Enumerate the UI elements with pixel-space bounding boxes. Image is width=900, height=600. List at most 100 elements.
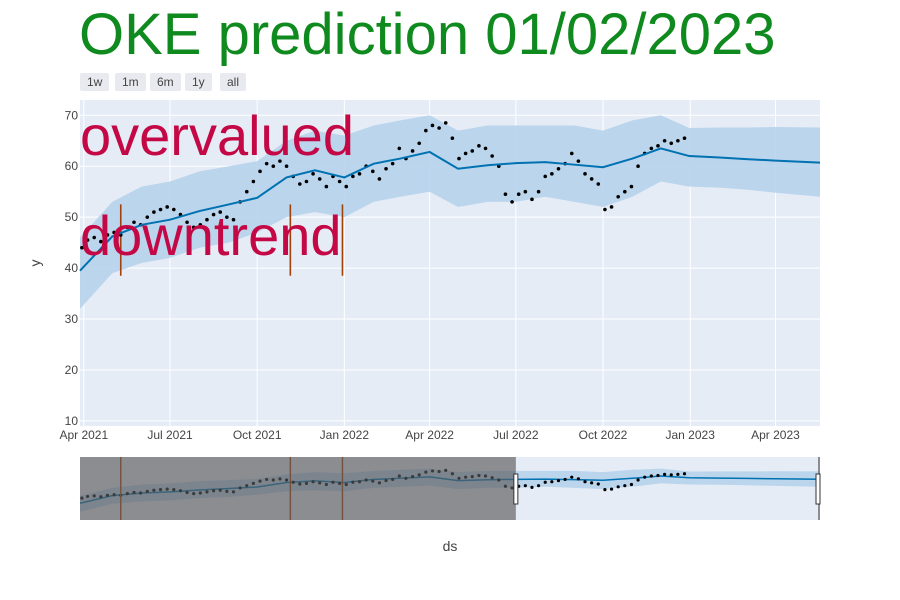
actual-point	[92, 235, 97, 240]
actual-point	[596, 182, 601, 186]
actual-point	[649, 146, 654, 151]
actual-point	[669, 141, 674, 146]
annotation-downtrend: downtrend	[80, 204, 342, 267]
range-slider-point	[616, 485, 620, 489]
actual-point	[298, 182, 302, 186]
actual-point	[80, 245, 84, 250]
range-button-all[interactable]: all	[220, 73, 247, 91]
actual-point	[662, 138, 667, 143]
range-button-1y[interactable]: 1y	[185, 73, 212, 91]
range-button-6m[interactable]: 6m	[150, 73, 181, 91]
actual-point	[99, 239, 103, 244]
range-slider-point	[583, 480, 587, 484]
x-axis-title: ds	[443, 538, 458, 554]
actual-point	[198, 222, 203, 227]
actual-point	[390, 161, 395, 166]
actual-point	[125, 225, 130, 230]
actual-point	[191, 225, 196, 230]
x-tick-label: Jul 2022	[493, 428, 539, 442]
actual-point	[556, 166, 561, 171]
range-slider-point	[530, 485, 534, 489]
actual-point	[278, 159, 282, 163]
range-slider-point	[643, 475, 647, 479]
actual-point	[583, 172, 587, 176]
range-slider-handle-left[interactable]	[513, 473, 519, 505]
x-tick-label: Apr 2021	[59, 428, 108, 442]
actual-point	[105, 233, 110, 237]
range-slider-point	[570, 475, 574, 479]
actual-point	[165, 205, 169, 209]
actual-point	[569, 151, 574, 156]
forecast-polyline	[79, 147, 821, 272]
x-tick-label: Jan 2023	[665, 428, 715, 442]
y-tick-label: 30	[65, 312, 79, 326]
range-button-1m[interactable]: 1m	[115, 73, 146, 91]
range-slider-point	[556, 478, 561, 483]
actual-point	[629, 184, 634, 189]
actual-point	[483, 146, 488, 151]
range-slider-point	[656, 473, 660, 478]
actual-point	[317, 177, 322, 181]
actual-point	[211, 212, 216, 217]
actual-point	[516, 192, 521, 197]
range-slider-point	[596, 482, 600, 486]
actual-point	[589, 177, 594, 181]
x-tick-label: Apr 2023	[751, 428, 800, 442]
actual-point	[530, 197, 534, 202]
y-tick-label: 40	[65, 261, 79, 275]
range-slider-handle-right[interactable]	[815, 473, 821, 505]
actual-point	[205, 217, 209, 222]
range-slider-point	[609, 487, 614, 491]
range-slider[interactable]	[79, 457, 821, 520]
actual-point	[636, 164, 640, 169]
range-slider-point	[590, 481, 594, 485]
actual-point	[424, 128, 428, 133]
actual-point	[503, 192, 508, 197]
actual-point	[443, 121, 448, 125]
range-slider-point	[550, 480, 554, 484]
range-slider-point	[669, 473, 673, 477]
actual-point	[576, 159, 581, 163]
y-tick-labels: 10 20 30 40 50 60 70	[65, 108, 79, 428]
y-tick-label: 20	[65, 363, 79, 377]
actual-point	[284, 164, 289, 169]
y-tick-label: 60	[65, 159, 79, 173]
actual-point	[682, 136, 687, 141]
actual-point	[158, 207, 163, 212]
actual-point	[145, 215, 150, 219]
range-button-1w[interactable]: 1w	[80, 73, 110, 91]
actual-point	[603, 207, 607, 212]
y-axis-title: y	[27, 260, 43, 267]
actual-point	[490, 154, 494, 158]
range-slider-point	[523, 484, 527, 488]
range-slider-point	[543, 480, 547, 484]
range-slider-point	[682, 472, 687, 476]
actual-point	[244, 189, 249, 194]
actual-point	[523, 189, 528, 194]
actual-point	[304, 179, 309, 184]
actual-point	[324, 184, 329, 189]
actual-point	[470, 149, 475, 153]
x-tick-label: Jan 2022	[320, 428, 370, 442]
actual-point	[112, 230, 116, 235]
actual-point	[251, 179, 256, 184]
actual-point	[550, 172, 554, 176]
x-tick-label: Apr 2022	[405, 428, 454, 442]
actual-point	[437, 126, 441, 130]
x-tick-labels: Apr 2021 Jul 2021 Oct 2021 Jan 2022 Apr 2022…	[59, 428, 800, 442]
range-slider-point	[636, 478, 640, 482]
actual-point	[510, 200, 514, 204]
actual-point	[463, 151, 468, 156]
actual-point	[337, 179, 342, 184]
actual-point	[218, 210, 223, 214]
actual-point	[132, 220, 136, 225]
forecast-line	[79, 147, 821, 272]
actual-points	[80, 121, 687, 250]
actual-point	[623, 189, 627, 194]
changepoint-lines	[119, 204, 344, 276]
range-slider-point	[663, 472, 667, 476]
actual-point	[152, 210, 156, 214]
actual-point	[384, 166, 388, 171]
actual-point	[457, 156, 461, 161]
range-slider-point	[603, 488, 607, 492]
